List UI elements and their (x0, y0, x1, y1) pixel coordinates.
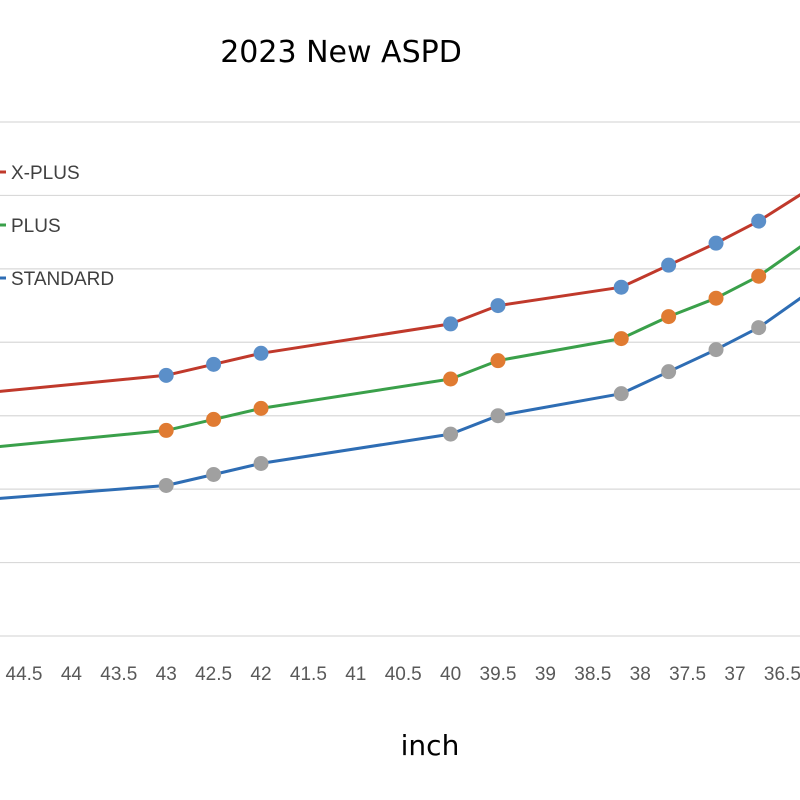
data-point (751, 268, 767, 284)
data-point (253, 345, 269, 361)
x-tick-label: 42 (250, 664, 271, 685)
data-point (158, 477, 174, 493)
data-point (661, 257, 677, 273)
data-point (613, 386, 629, 402)
data-point (443, 316, 459, 332)
x-tick-label: 43 (156, 664, 177, 685)
x-tick-label: 42.5 (195, 664, 232, 685)
data-point (206, 411, 222, 427)
chart-title: 2023 New ASPD (220, 35, 462, 70)
legend-label: STANDARD (11, 269, 114, 290)
x-tick-label: 38 (630, 664, 651, 685)
x-tick-label: 40 (440, 664, 461, 685)
data-point (708, 235, 724, 251)
data-point (708, 290, 724, 306)
data-point (751, 320, 767, 336)
data-point (253, 455, 269, 471)
data-point (490, 408, 506, 424)
legend-label: PLUS (11, 216, 61, 237)
x-axis-label: inch (401, 729, 460, 762)
data-point (158, 367, 174, 383)
x-tick-label: 44 (61, 664, 83, 685)
x-tick-label: 37 (724, 664, 745, 685)
data-point (443, 371, 459, 387)
x-axis-ticks: 44.5 44 43.5 43 42.5 42 41.5 41 40.5 40 39.5 39 38.5… (6, 664, 800, 685)
data-point (613, 331, 629, 347)
series-plus (0, 245, 800, 449)
series-standard (0, 296, 800, 500)
x-tick-label: 37.5 (669, 664, 706, 685)
data-point (206, 356, 222, 372)
x-tick-label: 39 (535, 664, 556, 685)
legend-label: X-PLUS (11, 163, 80, 184)
x-tick-label: 39.5 (480, 664, 517, 685)
data-point (158, 422, 174, 438)
x-tick-label: 44.5 (6, 664, 43, 685)
data-point (661, 364, 677, 380)
x-tick-label: 36.5 (764, 664, 800, 685)
data-point (661, 309, 677, 325)
x-tick-label: 43.5 (100, 664, 137, 685)
data-point (613, 279, 629, 295)
x-tick-label: 40.5 (385, 664, 422, 685)
data-point (490, 298, 506, 314)
x-tick-label: 38.5 (574, 664, 611, 685)
data-point (253, 400, 269, 416)
x-tick-label: 41.5 (290, 664, 327, 685)
data-point (490, 353, 506, 369)
legend: X-PLUS PLUS STANDARD (0, 163, 114, 290)
data-point (206, 466, 222, 482)
data-point (708, 342, 724, 358)
x-tick-label: 41 (345, 664, 366, 685)
series-x-plus (0, 193, 800, 393)
series-layer (0, 193, 800, 500)
data-point (443, 426, 459, 442)
data-point (751, 213, 767, 229)
